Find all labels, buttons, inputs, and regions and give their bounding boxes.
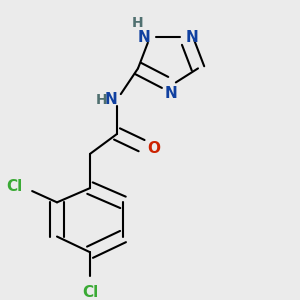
Text: N: N	[137, 30, 150, 44]
Text: N: N	[165, 85, 177, 100]
Text: Cl: Cl	[82, 285, 98, 300]
Text: N: N	[186, 30, 199, 44]
Text: H: H	[96, 93, 108, 107]
Text: Cl: Cl	[6, 179, 22, 194]
Text: O: O	[147, 141, 160, 156]
Text: N: N	[104, 92, 117, 107]
Text: H: H	[132, 16, 144, 30]
